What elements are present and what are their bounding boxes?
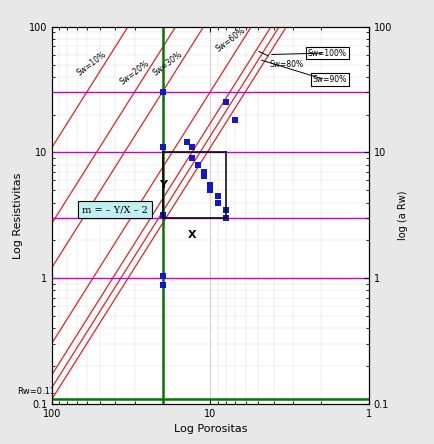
X-axis label: Log Porositas: Log Porositas — [174, 424, 247, 435]
Y-axis label: log (a Rw): log (a Rw) — [398, 190, 408, 240]
Point — [159, 211, 166, 218]
Point — [184, 139, 191, 146]
Text: Sw=30%: Sw=30% — [151, 50, 184, 78]
Text: Sw=10%: Sw=10% — [76, 50, 108, 78]
Text: Sw=100%: Sw=100% — [308, 48, 347, 58]
Text: Sw=90%: Sw=90% — [312, 75, 347, 84]
Point — [207, 182, 214, 189]
Y-axis label: Log Resistivitas: Log Resistivitas — [13, 172, 23, 258]
Point — [222, 206, 229, 214]
Point — [201, 172, 207, 179]
Point — [159, 281, 166, 289]
Point — [214, 193, 221, 200]
Text: X: X — [188, 230, 197, 240]
Point — [194, 161, 201, 168]
Point — [189, 155, 196, 162]
Point — [159, 144, 166, 151]
Point — [214, 199, 221, 206]
Point — [232, 117, 239, 124]
Point — [222, 99, 229, 106]
Point — [159, 89, 166, 96]
Text: Rw=0.11: Rw=0.11 — [17, 388, 56, 396]
Point — [159, 272, 166, 279]
Point — [201, 168, 207, 175]
Text: Sw=20%: Sw=20% — [118, 59, 151, 86]
Point — [207, 187, 214, 194]
Text: Sw=60%: Sw=60% — [214, 25, 247, 53]
Text: m = – Y/X – 2: m = – Y/X – 2 — [82, 205, 148, 214]
Text: Y: Y — [159, 180, 168, 190]
Point — [222, 214, 229, 222]
Text: Sw=80%: Sw=80% — [259, 52, 304, 69]
Point — [189, 144, 196, 151]
